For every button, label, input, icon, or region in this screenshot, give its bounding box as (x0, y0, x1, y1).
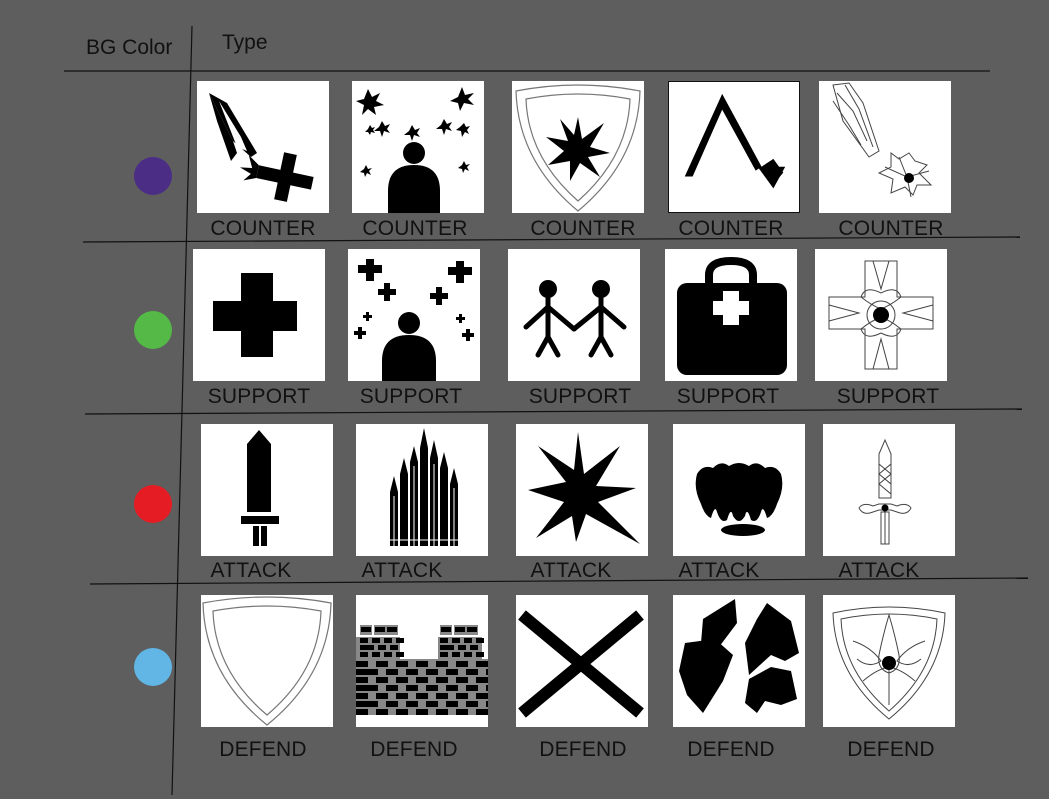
rock-barrier-icon (673, 595, 805, 727)
arrow-redirect-icon (668, 81, 800, 213)
tile-label: ATTACK (838, 559, 920, 582)
figure-sparkles-icon (352, 81, 484, 213)
tile-label: DEFEND (370, 738, 458, 761)
tile-label: SUPPORT (836, 385, 940, 408)
burst-icon (516, 424, 648, 556)
tile-label: SUPPORT (676, 385, 780, 408)
medical-cross-icon (193, 249, 325, 381)
fangs-icon (673, 424, 805, 556)
tile-label: ATTACK (210, 559, 292, 582)
tile-label: COUNTER (210, 217, 316, 240)
spike-cluster-icon (356, 424, 488, 556)
tile-label: ATTACK (678, 559, 760, 582)
tile-label: COUNTER (838, 217, 944, 240)
tile-label: COUNTER (530, 217, 636, 240)
tile-label: DEFEND (847, 738, 935, 761)
defend-color-dot (134, 648, 172, 686)
x-mark-icon (516, 595, 648, 727)
sword-icon (201, 424, 333, 556)
tile-label: SUPPORT (207, 385, 311, 408)
shield-outline-icon (201, 595, 333, 727)
tile-label: DEFEND (219, 738, 307, 761)
counter-color-dot (134, 157, 172, 195)
tile-label: ATTACK (530, 559, 612, 582)
attack-color-dot (134, 485, 172, 523)
first-aid-kit-icon (665, 249, 797, 381)
ornate-shards-icon (819, 81, 951, 213)
castle-wall-icon (356, 595, 488, 727)
ornate-shield-icon (823, 595, 955, 727)
figure-crosses-icon (348, 249, 480, 381)
ornate-sword-icon (823, 424, 955, 556)
bg-color-header: BG Color (86, 36, 173, 59)
tile-label: SUPPORT (528, 385, 632, 408)
stick-figures-holding-hands-icon (508, 249, 640, 381)
support-color-dot (134, 311, 172, 349)
shield-burst-icon (512, 81, 644, 213)
tile-label: DEFEND (687, 738, 775, 761)
tile-label: COUNTER (678, 217, 784, 240)
tile-label: DEFEND (539, 738, 627, 761)
shards-cross-icon (197, 81, 329, 213)
tile-label: COUNTER (362, 217, 468, 240)
tile-label: ATTACK (361, 559, 443, 582)
tile-label: SUPPORT (359, 385, 463, 408)
type-header: Type (222, 31, 268, 54)
ornate-cross-icon (815, 249, 947, 381)
